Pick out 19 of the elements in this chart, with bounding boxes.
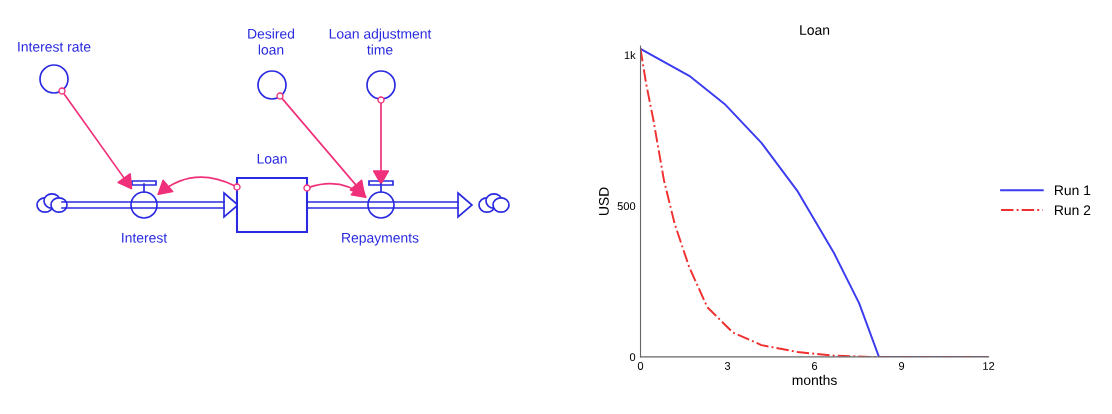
text: Repayments <box>342 233 419 246</box>
legend-label: Run 1 <box>1054 185 1091 196</box>
text: Interest rate <box>18 42 91 52</box>
x-tick-label: 3 <box>724 362 731 370</box>
x-tick-label: 0 <box>637 362 644 370</box>
chart-title: Loan <box>800 25 830 35</box>
text: Loan <box>257 154 287 164</box>
x-tick-label: 9 <box>898 362 905 370</box>
x-tick-label: 6 <box>812 362 818 370</box>
text: Desired loan <box>248 28 295 55</box>
y-tick-label: 1k <box>624 50 636 60</box>
text: Loan adjustment time <box>329 28 432 55</box>
text: Interest <box>122 233 168 243</box>
y-tick-label: 500 <box>617 202 636 211</box>
x-axis-title: months <box>792 374 837 386</box>
y-axis-title: USD <box>598 187 609 215</box>
legend-label: Run 2 <box>1054 205 1091 216</box>
y-tick-label: 0 <box>629 353 636 361</box>
x-tick-label: 12 <box>983 362 995 370</box>
